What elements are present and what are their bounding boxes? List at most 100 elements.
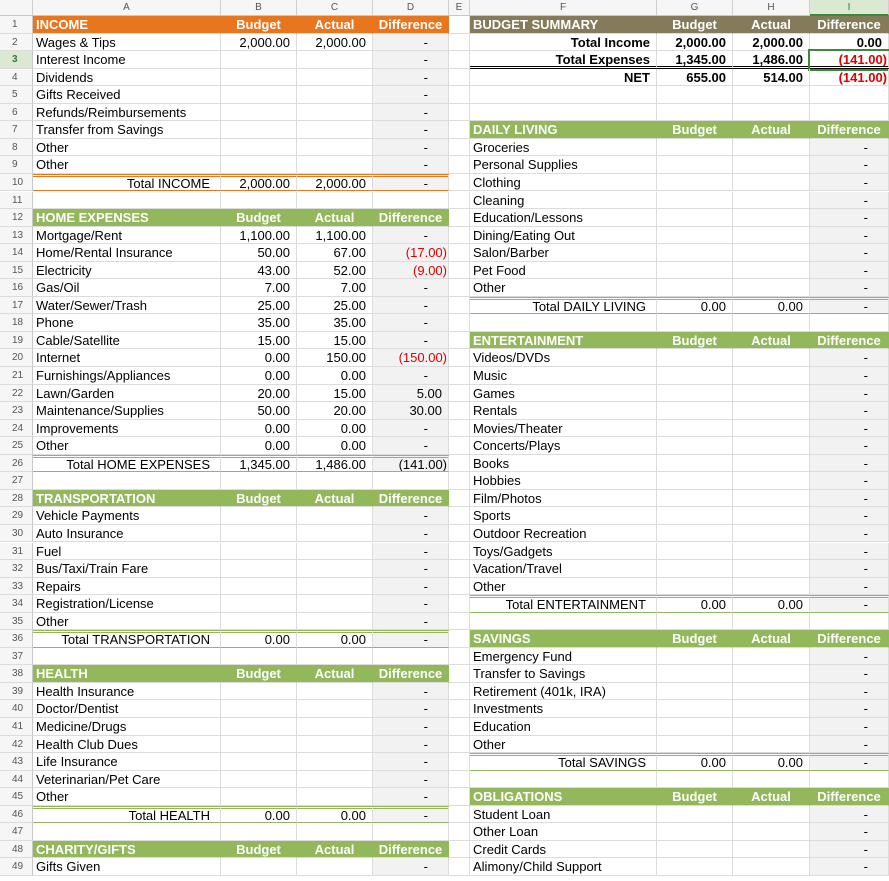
value-cell: (150.00) — [373, 349, 449, 367]
cell — [657, 86, 733, 104]
row-number: 1 — [0, 16, 33, 34]
value-cell: 0.00 — [733, 296, 810, 315]
cell — [657, 735, 733, 754]
row-label: HEALTH — [33, 665, 221, 683]
row-label: Vacation/Travel — [470, 560, 657, 578]
row-label: Concerts/Plays — [470, 437, 657, 455]
value-cell: Difference — [810, 788, 889, 806]
cell — [733, 577, 810, 596]
cell — [221, 86, 297, 104]
value-cell: - — [373, 33, 449, 52]
value-cell: 1,486.00 — [297, 454, 373, 473]
cell — [221, 524, 297, 543]
cell — [33, 647, 221, 666]
value-cell: Difference — [810, 630, 889, 648]
cell — [221, 735, 297, 754]
cell — [449, 647, 470, 666]
value-cell: - — [373, 314, 449, 332]
value-cell: 1,345.00 — [657, 51, 733, 69]
value-cell: - — [373, 682, 449, 701]
cell — [449, 858, 470, 876]
value-cell: 0.00 — [221, 437, 297, 455]
cell — [733, 402, 810, 420]
value-cell: 655.00 — [657, 68, 733, 87]
row-label: Total DAILY LIVING — [470, 296, 657, 315]
value-cell: - — [810, 507, 889, 525]
cell — [449, 331, 470, 350]
cell — [221, 788, 297, 806]
value-cell: Actual — [297, 16, 373, 34]
cell — [449, 402, 470, 420]
row-number: 31 — [0, 542, 33, 561]
cell — [449, 524, 470, 543]
cell — [657, 209, 733, 227]
cell — [449, 349, 470, 367]
value-cell: - — [373, 279, 449, 297]
row-label: Other — [470, 577, 657, 596]
value-cell: - — [373, 419, 449, 438]
row-label: Groceries — [470, 138, 657, 157]
value-cell: - — [373, 542, 449, 561]
cell — [657, 577, 733, 596]
row-label: Pet Food — [470, 261, 657, 280]
row-label: INCOME — [33, 16, 221, 34]
value-cell: - — [810, 402, 889, 420]
value-cell: 15.00 — [297, 384, 373, 403]
value-cell: 0.00 — [657, 595, 733, 613]
row-label: SAVINGS — [470, 630, 657, 648]
value-cell: Actual — [733, 788, 810, 806]
cell — [221, 156, 297, 174]
value-cell: Budget — [221, 16, 297, 34]
cell — [449, 665, 470, 683]
value-cell: - — [373, 51, 449, 69]
row-number: 32 — [0, 560, 33, 578]
value-cell: Difference — [373, 489, 449, 508]
row-number: 16 — [0, 279, 33, 297]
cell — [449, 121, 470, 139]
cell — [297, 156, 373, 174]
row-number: 46 — [0, 805, 33, 824]
cell — [221, 612, 297, 631]
value-cell: (17.00) — [373, 244, 449, 262]
row-label: Total Income — [470, 33, 657, 52]
row-label: TRANSPORTATION — [33, 489, 221, 508]
row-label: Repairs — [33, 577, 221, 596]
cell — [449, 735, 470, 754]
row-label: Books — [470, 454, 657, 473]
row-label: HOME EXPENSES — [33, 209, 221, 227]
row-number: 8 — [0, 138, 33, 157]
cell — [221, 51, 297, 69]
row-label: Other — [470, 279, 657, 297]
row-label: Student Loan — [470, 805, 657, 824]
cell — [297, 560, 373, 578]
row-label: Investments — [470, 700, 657, 718]
cell — [733, 138, 810, 157]
cell — [297, 595, 373, 613]
value-cell: 5.00 — [373, 384, 449, 403]
cell — [733, 173, 810, 192]
value-cell: - — [373, 507, 449, 525]
row-number: 5 — [0, 86, 33, 104]
value-cell: - — [810, 191, 889, 210]
row-label: Gas/Oil — [33, 279, 221, 297]
cell — [221, 577, 297, 596]
value-cell: 0.00 — [221, 367, 297, 385]
value-cell: - — [810, 647, 889, 666]
row-number: 19 — [0, 331, 33, 350]
value-cell: - — [810, 682, 889, 701]
cell — [657, 244, 733, 262]
cell — [449, 437, 470, 455]
value-cell: 0.00 — [297, 419, 373, 438]
value-cell: Difference — [373, 209, 449, 227]
cell — [33, 472, 221, 490]
cell — [657, 454, 733, 473]
row-label: Fuel — [33, 542, 221, 561]
cell — [221, 682, 297, 701]
cell — [810, 770, 889, 789]
value-cell: - — [373, 770, 449, 789]
row-number: 23 — [0, 402, 33, 420]
value-cell: 1,100.00 — [221, 226, 297, 245]
value-cell: 150.00 — [297, 349, 373, 367]
cell — [449, 51, 470, 69]
